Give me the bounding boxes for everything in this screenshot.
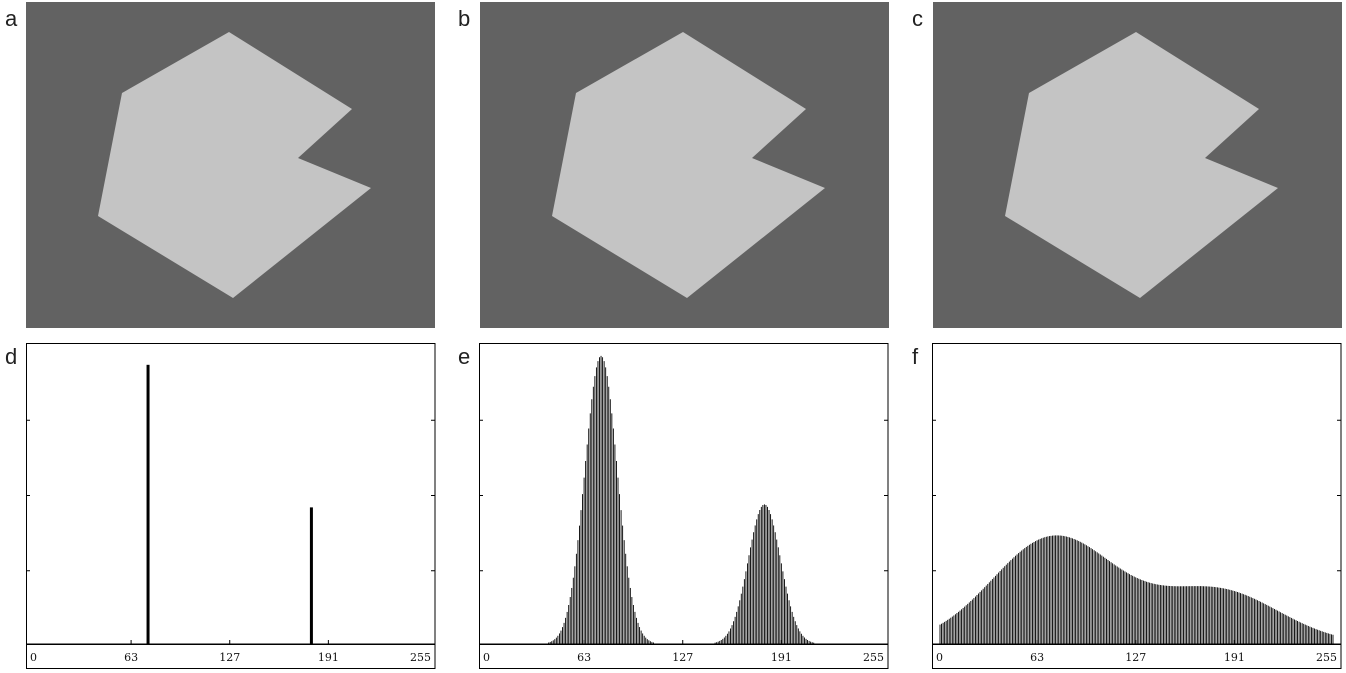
panel-label-c: c bbox=[912, 6, 923, 31]
panel-label-e: e bbox=[458, 344, 471, 369]
x-tick-label: 0 bbox=[30, 651, 37, 664]
histogram-panel-e: 0 63 127 191 255 bbox=[479, 343, 889, 671]
histogram-panel-d: 0 63 127 191 255 bbox=[26, 343, 436, 671]
x-tick-label: 127 bbox=[1125, 651, 1146, 664]
x-tick-label: 0 bbox=[936, 651, 943, 664]
histogram-bar bbox=[309, 507, 313, 644]
panel-label-a: a bbox=[5, 6, 18, 31]
histogram-e: 0 63 127 191 255 bbox=[479, 343, 889, 669]
x-axis-strip bbox=[479, 644, 889, 669]
x-axis-strip bbox=[932, 644, 1342, 669]
histogram-d: 0 63 127 191 255 bbox=[26, 343, 436, 669]
x-tick-label: 191 bbox=[318, 651, 339, 664]
x-axis-strip bbox=[26, 644, 436, 669]
image-panel-a bbox=[26, 2, 435, 328]
x-tick-label: 191 bbox=[771, 651, 792, 664]
noise-overlay bbox=[480, 2, 889, 328]
x-tick-label: 63 bbox=[1030, 651, 1044, 664]
x-tick-label: 127 bbox=[672, 651, 693, 664]
histogram-bars bbox=[939, 535, 1334, 644]
plot-frame bbox=[479, 343, 889, 645]
histogram-panel-f: 0 63 127 191 255 bbox=[932, 343, 1342, 671]
x-tick-label: 255 bbox=[1316, 651, 1337, 664]
x-tick-label: 191 bbox=[1224, 651, 1245, 664]
histogram-bar bbox=[146, 364, 150, 644]
x-tick-label: 255 bbox=[410, 651, 431, 664]
panel-label-f: f bbox=[912, 344, 919, 369]
histogram-f: 0 63 127 191 255 bbox=[932, 343, 1342, 669]
x-tick-label: 63 bbox=[124, 651, 138, 664]
panel-label-d: d bbox=[5, 344, 18, 369]
histogram-bars bbox=[548, 355, 815, 644]
image-panel-c bbox=[933, 2, 1342, 328]
x-tick-label: 63 bbox=[577, 651, 591, 664]
polygon-object bbox=[98, 32, 371, 298]
panel-label-b: b bbox=[458, 6, 471, 31]
x-tick-label: 127 bbox=[219, 651, 240, 664]
image-panel-b bbox=[480, 2, 889, 328]
x-tick-label: 255 bbox=[863, 651, 884, 664]
plot-frame bbox=[26, 343, 436, 645]
x-tick-label: 0 bbox=[483, 651, 490, 664]
noise-overlay bbox=[933, 2, 1342, 328]
